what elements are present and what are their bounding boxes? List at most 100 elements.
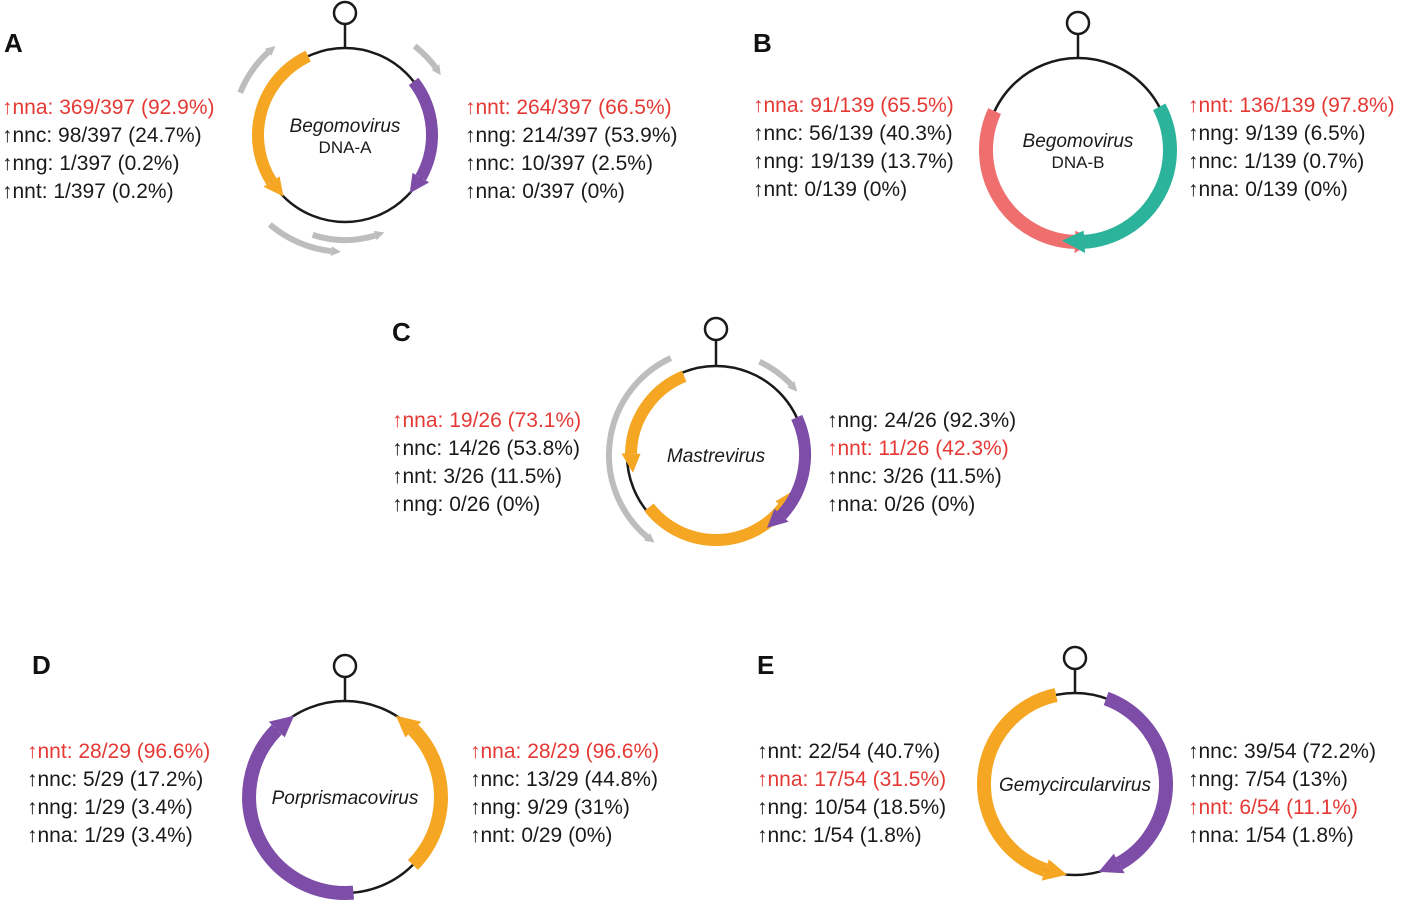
stat-line: ↑nnc: 10/397 (2.5%) (465, 152, 653, 175)
orf-arrow-gray-head (330, 246, 341, 256)
stat-line: ↑nnc: 98/397 (24.7%) (2, 124, 202, 147)
panel-d-right-stats: ↑nna: 28/29 (96.6%) ↑nnc: 13/29 (44.8%) … (470, 738, 659, 850)
stat-line: ↑nna: 17/54 (31.5%) (757, 768, 947, 791)
panel-c-right-stats: ↑nng: 24/26 (92.3%) ↑nnt: 11/26 (42.3%) … (827, 407, 1016, 519)
orf-arrow-orange (625, 370, 687, 454)
panel-a-right-stats: ↑nnt: 264/397 (66.5%) ↑nng: 214/397 (53.… (465, 94, 677, 206)
stat-line: ↑nng: 1/29 (3.4%) (27, 796, 193, 819)
stat-line: ↑nnc: 1/54 (1.8%) (757, 824, 922, 847)
panel-b-left-stats: ↑nna: 91/139 (65.5%) ↑nnc: 56/139 (40.3%… (753, 92, 954, 204)
stat-line: ↑nnc: 1/139 (0.7%) (1188, 150, 1365, 173)
stat-line: ↑nnt: 11/26 (42.3%) (827, 437, 1009, 460)
panel-c-left-stats: ↑nna: 19/26 (73.1%) ↑nnc: 14/26 (53.8%) … (392, 407, 581, 519)
stat-line: ↑nna: 369/397 (92.9%) (2, 96, 215, 119)
panel-label-c: C (392, 317, 411, 347)
panel-a-left-stats: ↑nna: 369/397 (92.9%) ↑nnc: 98/397 (24.7… (2, 94, 214, 206)
genome-name: Begomovirus (290, 116, 401, 137)
stat-line: ↑nng: 24/26 (92.3%) (827, 409, 1017, 432)
stat-line: ↑nna: 1/54 (1.8%) (1188, 824, 1354, 847)
orf-arrow-gray (758, 358, 794, 387)
genome-subname: DNA-B (1052, 153, 1105, 172)
stat-line: ↑nnc: 39/54 (72.2%) (1188, 740, 1376, 763)
orf-arrow-gray-head (264, 46, 276, 56)
panel-b-right-stats: ↑nnt: 136/139 (97.8%) ↑nng: 9/139 (6.5%)… (1188, 92, 1395, 204)
genome-name: Begomovirus (1023, 131, 1134, 152)
orf-arrow-orange-head (1041, 859, 1068, 881)
orf-arrow-gray-head (787, 381, 798, 392)
orf-arrow-gray (605, 355, 673, 540)
stat-line: ↑nnt: 136/139 (97.8%) (1188, 94, 1395, 117)
orf-arrow-gray (237, 50, 271, 94)
orf-arrow-purple (242, 724, 354, 900)
orf-arrow-orange (644, 503, 788, 546)
panel-label-e: E (757, 650, 775, 680)
stat-line: ↑nna: 0/397 (0%) (465, 180, 625, 203)
stat-line: ↑nng: 7/54 (13%) (1188, 768, 1348, 791)
orf-arrow-gray-head (373, 230, 385, 241)
stat-line: ↑nna: 91/139 (65.5%) (753, 94, 954, 117)
stat-line: ↑nnc: 13/29 (44.8%) (470, 768, 658, 791)
orf-arrow-gray-head (643, 533, 655, 543)
stat-line: ↑nnc: 56/139 (40.3%) (753, 122, 953, 145)
stat-line: ↑nng: 1/397 (0.2%) (2, 152, 180, 175)
panel-e-right-stats: ↑nnc: 39/54 (72.2%) ↑nng: 7/54 (13%) ↑nn… (1188, 738, 1376, 850)
stat-line: ↑nnt: 0/139 (0%) (753, 178, 908, 201)
panel-label-a: A (4, 28, 23, 58)
orf-arrow-gray (311, 232, 377, 243)
orf-arrow-orange-head (395, 715, 422, 738)
stem-loop-icon (332, 0, 358, 26)
stat-line: ↑nna: 0/26 (0%) (827, 493, 976, 516)
stat-line: ↑nna: 19/26 (73.1%) (392, 409, 582, 432)
stat-line: ↑nnt: 264/397 (66.5%) (465, 96, 672, 119)
stat-line: ↑nnt: 1/397 (0.2%) (2, 180, 174, 203)
orf-arrow-purple-head (1098, 853, 1125, 874)
stat-line: ↑nng: 10/54 (18.5%) (757, 796, 947, 819)
stat-line: ↑nng: 9/29 (31%) (470, 796, 630, 819)
orf-arrow-teal (1083, 103, 1177, 249)
panel-label-d: D (32, 650, 51, 680)
stat-line: ↑nnc: 5/29 (17.2%) (27, 768, 204, 791)
stat-line: ↑nnc: 14/26 (53.8%) (392, 437, 580, 460)
orf-arrow-purple (408, 77, 438, 181)
stat-line: ↑nng: 214/397 (53.9%) (465, 124, 678, 147)
panel-d-left-stats: ↑nnt: 28/29 (96.6%) ↑nnc: 5/29 (17.2%) ↑… (27, 738, 210, 850)
orf-arrow-purple (1103, 691, 1173, 870)
stat-line: ↑nnt: 22/54 (40.7%) (757, 740, 941, 763)
orf-arrow-salmon (979, 108, 1076, 249)
orf-arrow-gray (267, 222, 332, 255)
genome-subname: DNA-A (319, 138, 373, 157)
stem-loop-icon (1062, 645, 1088, 671)
orf-arrow-purple-head (767, 508, 789, 528)
stat-line: ↑nng: 0/26 (0%) (392, 493, 541, 516)
stat-line: ↑nng: 9/139 (6.5%) (1188, 122, 1366, 145)
orf-arrow-orange-head (621, 453, 641, 473)
stat-line: ↑nnc: 3/26 (11.5%) (827, 465, 1002, 488)
genome-name: Porprismacovirus (272, 788, 419, 809)
orf-arrow-orange (252, 50, 311, 185)
orf-arrow-purple-head (268, 715, 295, 738)
genome-name: Mastrevirus (667, 446, 766, 467)
orf-arrow-gray-head (431, 64, 441, 76)
stat-line: ↑nna: 0/139 (0%) (1188, 178, 1348, 201)
stat-line: ↑nnt: 6/54 (11.1%) (1188, 796, 1359, 819)
orf-arrow-orange (407, 724, 448, 870)
stat-line: ↑nna: 1/29 (3.4%) (27, 824, 193, 847)
orf-arrow-teal-head (1062, 230, 1086, 253)
stat-line: ↑nna: 28/29 (96.6%) (470, 740, 660, 763)
stem-loop-icon (1065, 10, 1091, 36)
orf-arrow-purple-head (409, 172, 430, 194)
stat-line: ↑nnt: 0/29 (0%) (470, 824, 613, 847)
orf-arrow-purple (776, 414, 812, 520)
genome-name: Gemycircularvirus (999, 775, 1152, 796)
stem-loop-icon (332, 653, 358, 679)
orf-arrow-orange (977, 688, 1058, 877)
panel-e-left-stats: ↑nnt: 22/54 (40.7%) ↑nna: 17/54 (31.5%) … (757, 738, 946, 850)
stat-line: ↑nnt: 28/29 (96.6%) (27, 740, 211, 763)
stat-line: ↑nng: 19/139 (13.7%) (753, 150, 954, 173)
stem-loop-icon (703, 316, 729, 342)
stat-line: ↑nnt: 3/26 (11.5%) (392, 465, 563, 488)
orf-arrow-gray (412, 43, 438, 70)
orf-arrow-orange-head (263, 176, 284, 197)
panel-label-b: B (753, 28, 772, 58)
